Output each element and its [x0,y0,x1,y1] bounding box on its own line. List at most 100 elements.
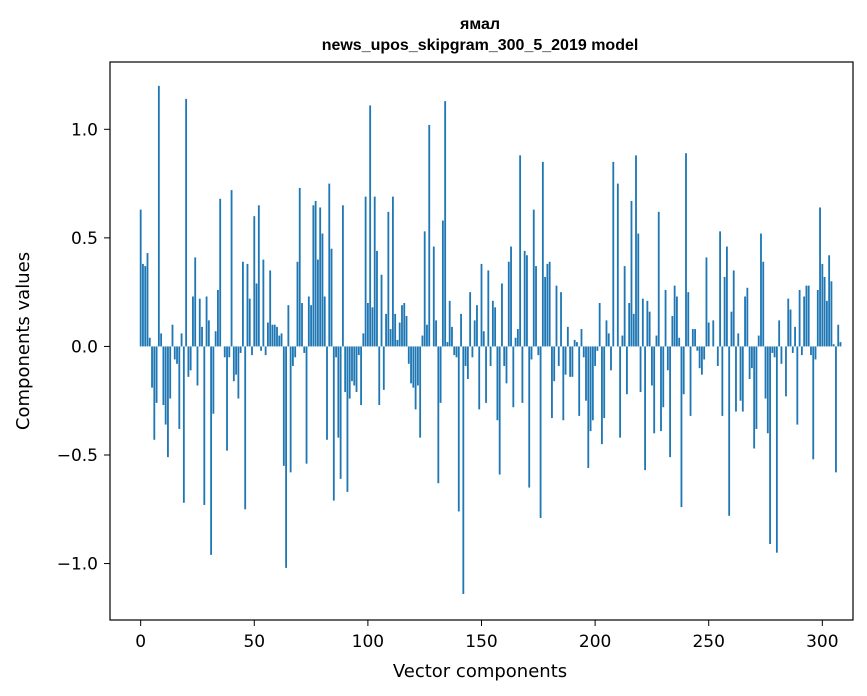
y-tick-label: 0.5 [71,229,98,249]
x-tick-label: 200 [579,632,611,652]
bar-51 [255,283,258,347]
bar-32 [212,346,215,414]
bar-14 [171,324,174,347]
bar-71 [301,303,303,347]
bar-155 [491,300,494,347]
bar-57 [269,270,272,347]
bar-168 [521,346,524,403]
bar-86 [335,346,337,358]
bar-162 [507,261,510,347]
bar-62 [280,333,283,347]
bar-245 [696,346,699,351]
bar-300 [821,263,824,347]
bar-1 [142,263,144,347]
bar-200 [594,346,597,366]
bar-217 [632,313,635,347]
bar-278 [771,346,774,353]
bar-140 [457,346,460,512]
bar-232 [666,346,669,371]
bar-6 [153,346,156,440]
bar-224 [648,311,651,347]
bar-98 [362,333,365,347]
bar-83 [328,183,331,347]
bar-68 [294,346,297,358]
bar-303 [828,255,831,347]
bar-197 [587,346,590,469]
bar-153 [487,270,490,347]
bar-241 [687,292,690,347]
bar-53 [260,346,263,351]
bar-295 [810,346,812,356]
bar-126 [426,324,428,347]
bar-205 [605,320,608,347]
bars-group [139,85,842,594]
bar-249 [705,257,708,347]
bar-105 [378,346,381,406]
bar-16 [176,346,178,364]
bar-87 [337,346,340,438]
bar-58 [271,324,274,347]
bar-281 [778,320,781,347]
bar-145 [469,292,472,347]
bar-70 [298,187,301,347]
bar-114 [398,322,401,347]
bar-113 [396,339,399,347]
bar-198 [589,346,592,432]
bar-111 [391,196,394,347]
bar-100 [366,303,369,347]
bar-282 [780,346,783,364]
bar-90 [344,346,347,393]
bar-188 [566,326,569,347]
bar-202 [598,303,601,347]
bar-66 [289,346,292,473]
bar-24 [194,257,197,347]
bar-181 [551,346,553,419]
bar-189 [569,346,572,377]
bar-227 [655,335,658,347]
bar-28 [203,346,206,505]
bar-132 [439,346,442,403]
bar-214 [626,346,628,395]
bar-40 [230,190,233,347]
bar-294 [807,285,810,347]
bar-20 [185,98,188,347]
bar-80 [321,233,324,347]
bar-29 [205,296,208,347]
bar-48 [248,298,251,347]
bar-93 [351,346,353,382]
bar-260 [730,311,733,347]
bar-5 [151,346,153,388]
bar-38 [226,346,228,451]
bar-138 [453,346,456,356]
bar-216 [630,200,633,347]
bar-148 [476,305,478,347]
bar-97 [360,346,362,406]
bar-272 [757,335,760,347]
bar-88 [339,346,342,479]
bar-179 [546,263,549,347]
bar-308 [839,342,842,347]
bar-267 [746,287,749,347]
bar-45 [242,261,244,347]
bar-77 [314,200,317,347]
bar-171 [528,346,531,488]
bar-279 [773,346,776,358]
bar-178 [544,276,547,347]
bar-46 [244,346,247,510]
bar-207 [610,346,612,371]
bar-247 [700,346,703,375]
bar-194 [580,329,583,347]
bar-285 [787,298,790,347]
bar-221 [641,298,644,347]
bar-27 [201,326,203,347]
bar-44 [239,346,242,353]
bar-81 [323,296,326,347]
bar-109 [387,211,390,347]
bar-252 [712,320,715,347]
bar-22 [189,346,192,371]
bar-307 [837,324,840,347]
bar-228 [657,211,660,347]
bar-61 [278,335,281,347]
bar-284 [785,346,787,397]
bar-293 [805,285,808,347]
